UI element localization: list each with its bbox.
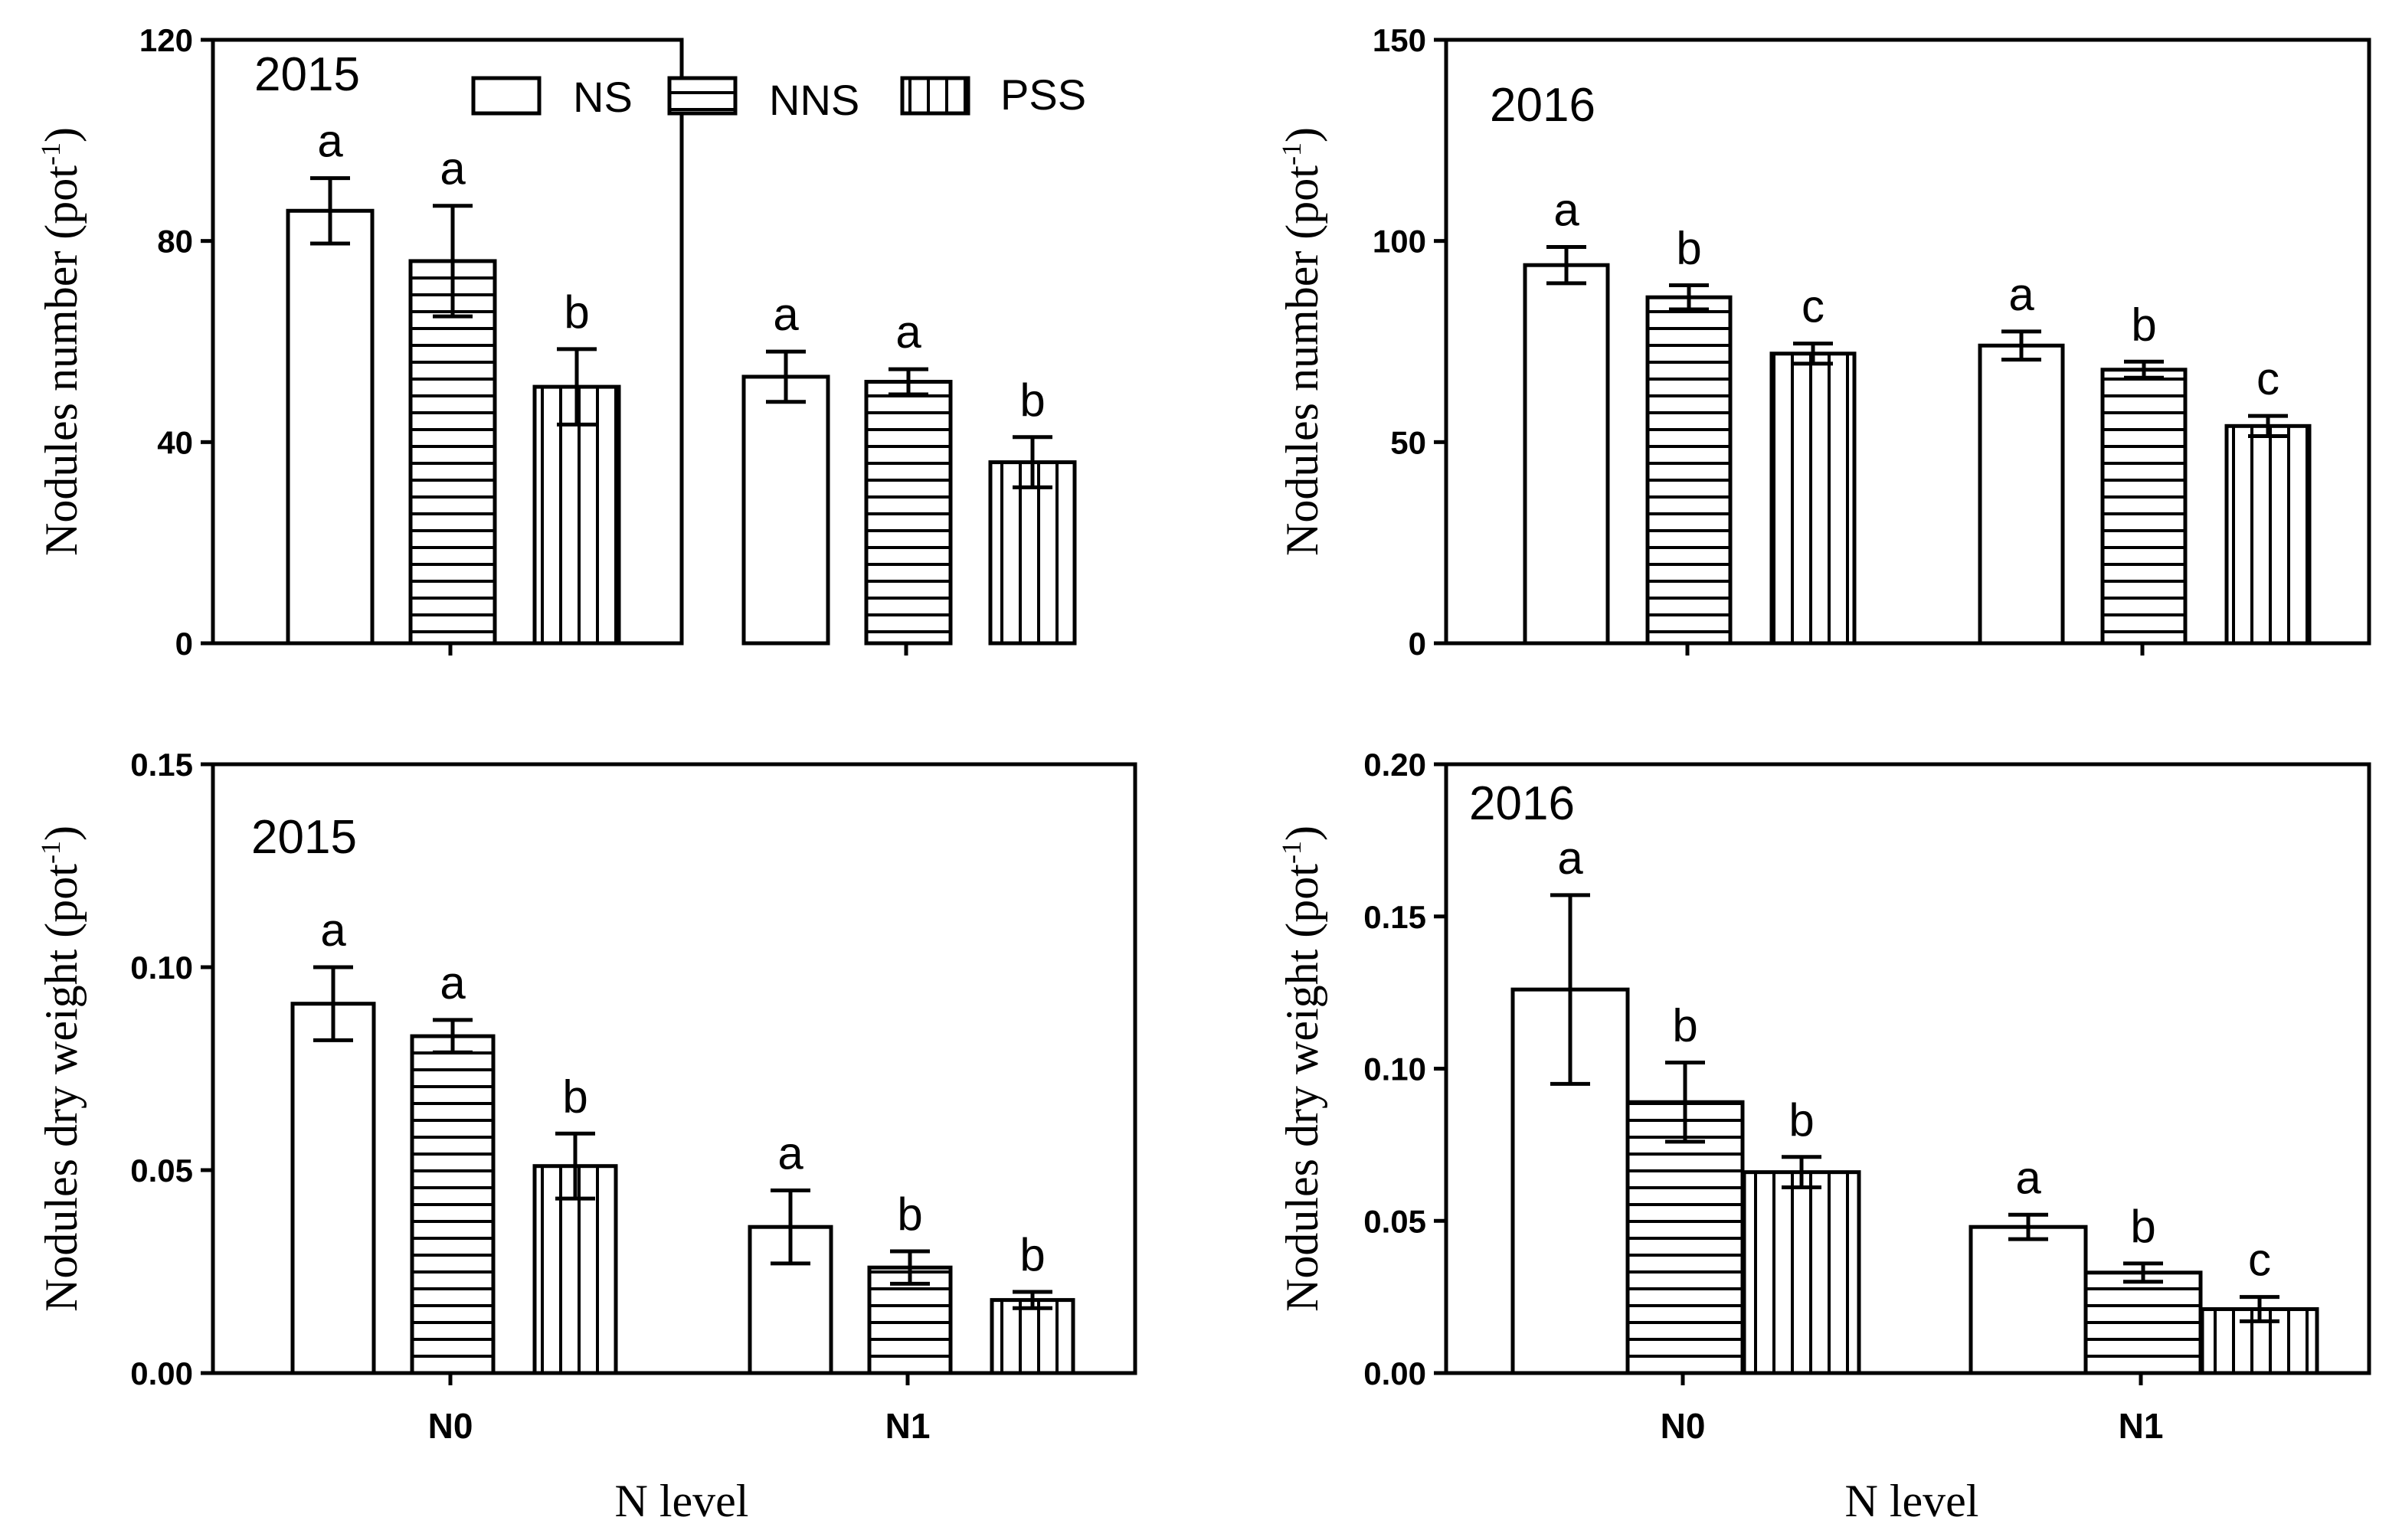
bar-nns-n0 xyxy=(410,1034,496,1375)
y-tick-label: 40 xyxy=(157,424,193,460)
significance-letter: b xyxy=(1788,1094,1814,1146)
x-axis-title-left: N level xyxy=(615,1476,749,1526)
nodules-dry-weight-2015-panel: 0.00 0.05 0.10 0.15 a a a b b b N0 N1 2015 Nodules dr… xyxy=(35,747,1137,1446)
y-tick-label: 0 xyxy=(1409,626,1426,662)
legend-swatch-nns xyxy=(667,76,738,116)
y-tick-label: 150 xyxy=(1373,22,1426,58)
nodules-number-2015-panel: 0 40 80 120 a a a a b b 2015 Nodules number (pot-1) xyxy=(35,22,1077,662)
y-tick-label: 0.05 xyxy=(130,1153,193,1189)
bar-pss-n1 xyxy=(2224,423,2312,646)
x-category-label: N1 xyxy=(2119,1406,2164,1446)
significance-letter: b xyxy=(2130,1201,2155,1252)
significance-letter: b xyxy=(564,286,589,338)
significance-letter: a xyxy=(440,957,466,1009)
significance-letter: b xyxy=(1019,374,1045,426)
significance-letter: b xyxy=(2131,299,2156,350)
bar-pss-n0 xyxy=(1742,1170,1861,1375)
bar-nns-n0 xyxy=(1625,1100,1745,1375)
y-tick-label: 0.15 xyxy=(1363,899,1426,935)
y-tick-label: 0.10 xyxy=(130,950,193,986)
bar-nns-n1 xyxy=(2100,368,2188,646)
y-tick-label: 80 xyxy=(157,224,193,260)
y-tick-label: 0.00 xyxy=(1363,1355,1426,1391)
y-tick-label: 50 xyxy=(1390,424,1426,460)
legend-label-pss: PSS xyxy=(1000,70,1086,119)
bar-ns-n0 xyxy=(1523,263,1610,646)
bar-nns-n1 xyxy=(864,380,953,646)
bar-ns-n0 xyxy=(290,1002,376,1375)
bar-ns-n1 xyxy=(741,374,830,646)
y-tick-label: 0.15 xyxy=(130,747,193,783)
significance-letter: b xyxy=(897,1189,922,1240)
significance-letter: c xyxy=(2256,353,2279,404)
y-tick-label: 0 xyxy=(175,626,193,662)
bar-pss-n0 xyxy=(532,1164,618,1375)
bar-ns-n1 xyxy=(1968,1224,2088,1375)
significance-letter: a xyxy=(773,289,799,340)
plot-frame xyxy=(211,762,1137,1375)
y-tick-label: 0.20 xyxy=(1363,747,1426,783)
y-tick-label: 0.00 xyxy=(130,1355,193,1391)
y-axis-title: Nodules number (pot-1) xyxy=(35,127,87,556)
bar-pss-n1 xyxy=(988,460,1077,646)
legend-label-ns: NS xyxy=(573,73,633,121)
legend-swatch-pss xyxy=(900,76,970,116)
significance-letter: a xyxy=(2008,269,2034,320)
bar-ns-n1 xyxy=(1978,343,2065,646)
significance-letter: a xyxy=(777,1128,803,1179)
bar-nns-n1 xyxy=(2083,1270,2203,1375)
panel-year-label: 2016 xyxy=(1490,79,1595,132)
significance-letter: b xyxy=(1672,1000,1697,1051)
y-tick-label: 0.10 xyxy=(1363,1051,1426,1087)
significance-letter: a xyxy=(317,116,343,167)
significance-letter: c xyxy=(1802,281,1824,332)
y-axis-title: Nodules dry weight (pot-1) xyxy=(35,826,87,1312)
y-tick-label: 0.05 xyxy=(1363,1203,1426,1239)
y-tick-label: 100 xyxy=(1373,224,1426,260)
y-axis-title: Nodules number (pot-1) xyxy=(1276,127,1327,556)
x-category-label: N1 xyxy=(885,1406,931,1446)
legend: NS NNS PSS xyxy=(471,70,1086,124)
significance-letter: b xyxy=(1019,1229,1045,1280)
bar-nns-n0 xyxy=(408,259,497,646)
significance-letter: b xyxy=(1676,222,1701,273)
y-axis-title: Nodules dry weight (pot-1) xyxy=(1276,826,1327,1312)
plot-frame xyxy=(1444,38,2371,646)
bar-pss-n1 xyxy=(990,1298,1075,1375)
x-category-label: N0 xyxy=(1661,1406,1706,1446)
significance-letter: a xyxy=(320,904,346,956)
significance-letter: c xyxy=(2248,1234,2271,1286)
nodules-dry-weight-2016-panel: 0.00 0.05 0.10 0.15 0.20 a a b b b c N0 N1 2016 Nodule… xyxy=(1276,747,2371,1446)
panel-year-label: 2015 xyxy=(251,811,357,864)
y-tick-label: 120 xyxy=(139,22,193,58)
bar-nns-n0 xyxy=(1645,295,1733,646)
significance-letter: a xyxy=(440,143,466,195)
significance-letter: a xyxy=(895,306,921,358)
legend-swatch-ns xyxy=(471,76,542,116)
significance-letter: a xyxy=(1557,832,1583,884)
significance-letter: a xyxy=(2015,1152,2041,1203)
legend-label-nns: NNS xyxy=(769,76,859,124)
bar-ns-n0 xyxy=(286,208,375,646)
x-category-label: N0 xyxy=(428,1406,473,1446)
nodules-number-2016-panel: 0 50 100 150 a a b b c c 2016 Nodules number (pot-1… xyxy=(1276,22,2371,662)
bar-pss-n0 xyxy=(1769,351,1857,646)
panel-year-label: 2016 xyxy=(1469,777,1575,830)
significance-letter: a xyxy=(1553,185,1579,236)
x-axis-title-right: N level xyxy=(1845,1476,1979,1526)
panel-year-label: 2015 xyxy=(254,48,360,101)
significance-letter: b xyxy=(562,1071,587,1122)
